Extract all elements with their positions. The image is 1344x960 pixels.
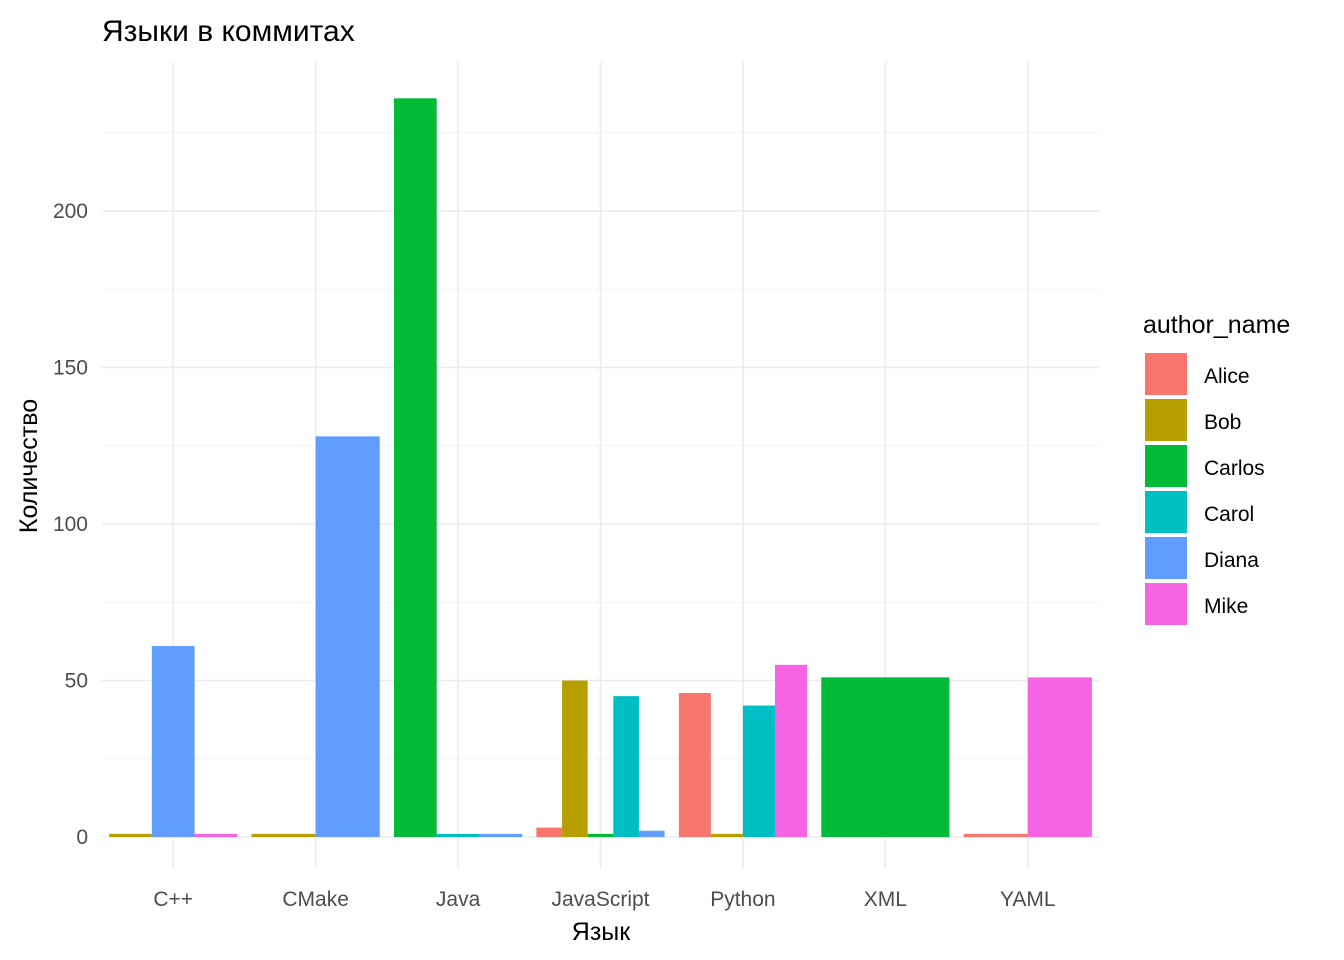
legend-key	[1145, 399, 1187, 441]
legend-label: Bob	[1204, 411, 1241, 434]
chart-title: Языки в коммитах	[102, 15, 355, 48]
legend-item-mike: Mike	[1145, 583, 1248, 625]
x-axis-ticks: C++ CMake Java JavaScript Python XML YAML	[153, 888, 1055, 911]
legend-item-alice: Alice	[1145, 353, 1250, 395]
y-tick-label: 0	[76, 826, 88, 849]
bar-python-alice	[678, 693, 711, 837]
legend-key	[1145, 491, 1187, 533]
legend: author_name Alice Bob Carlos Carol Diana Mike	[1143, 311, 1290, 625]
bar-javascript-carlos	[587, 833, 614, 837]
legend-label: Mike	[1204, 595, 1248, 618]
bar-yaml-alice	[963, 833, 1028, 837]
legend-key	[1145, 353, 1187, 395]
bars	[109, 98, 1092, 837]
bar-c-bob	[109, 833, 152, 837]
y-tick-label: 50	[65, 670, 88, 693]
bar-java-carol	[436, 833, 480, 837]
legend-label: Alice	[1204, 365, 1250, 388]
bar-java-diana	[479, 833, 523, 837]
bar-javascript-carol	[613, 696, 639, 837]
legend-item-carlos: Carlos	[1145, 445, 1265, 487]
bar-javascript-alice	[536, 827, 563, 837]
bar-c-diana	[151, 646, 195, 837]
x-tick-label: Java	[436, 888, 481, 911]
x-tick-label: YAML	[1000, 888, 1056, 911]
legend-item-diana: Diana	[1145, 537, 1259, 579]
bar-python-mike	[774, 664, 808, 837]
bar-javascript-bob	[562, 680, 588, 837]
bar-cmake-bob	[251, 833, 316, 837]
legend-label: Diana	[1204, 549, 1259, 572]
bar-c-mike	[194, 833, 238, 837]
bar-cmake-diana	[315, 436, 380, 837]
legend-item-bob: Bob	[1145, 399, 1241, 441]
x-tick-label: XML	[864, 888, 907, 911]
y-axis-title: Количество	[15, 399, 43, 533]
legend-key	[1145, 583, 1187, 625]
legend-item-carol: Carol	[1145, 491, 1254, 533]
bar-yaml-mike	[1027, 677, 1092, 837]
y-axis-ticks: 0 50 100 150 200	[53, 200, 88, 849]
y-tick-label: 200	[53, 200, 88, 223]
x-tick-label: C++	[153, 888, 193, 911]
x-tick-label: Python	[710, 888, 775, 911]
bar-xml-carlos	[821, 677, 950, 837]
x-tick-label: JavaScript	[551, 888, 649, 911]
bar-javascript-diana	[638, 830, 665, 837]
x-tick-label: CMake	[282, 888, 349, 911]
bar-python-carol	[742, 705, 775, 837]
legend-key	[1145, 445, 1187, 487]
y-tick-label: 150	[53, 357, 88, 380]
legend-title: author_name	[1143, 311, 1290, 339]
legend-label: Carol	[1204, 503, 1254, 526]
legend-label: Carlos	[1204, 457, 1265, 480]
x-axis-title: Язык	[572, 918, 631, 946]
bar-python-bob	[710, 833, 743, 837]
legend-key	[1145, 537, 1187, 579]
y-tick-label: 100	[53, 513, 88, 536]
bar-java-carlos	[393, 98, 437, 837]
